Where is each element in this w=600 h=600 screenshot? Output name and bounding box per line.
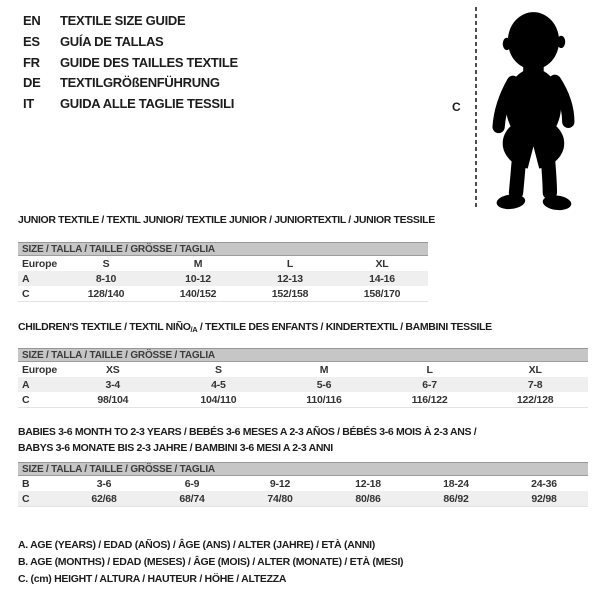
row-label: Europe bbox=[22, 363, 57, 376]
table-cell: 116/122 bbox=[411, 393, 448, 406]
height-measure-label: C bbox=[452, 100, 461, 114]
table-cell: 158/170 bbox=[363, 287, 401, 300]
table-cell: 80/86 bbox=[355, 492, 381, 505]
table-cell: S bbox=[102, 257, 110, 270]
table-cell: 122/128 bbox=[516, 393, 554, 406]
language-row: ES GUÍA DE TALLAS bbox=[23, 32, 238, 53]
language-code: ES bbox=[23, 33, 40, 49]
babies-title-line2: BABYS 3-6 MONATE BIS 2-3 JAHRE / BAMBINI… bbox=[18, 442, 333, 455]
language-list: EN TEXTILE SIZE GUIDE ES GUÍA DE TALLAS … bbox=[23, 11, 238, 115]
language-row: EN TEXTILE SIZE GUIDE bbox=[23, 11, 238, 32]
language-row: DE TEXTILGRÖßENFÜHRUNG bbox=[23, 73, 238, 94]
row-label: A bbox=[22, 272, 30, 285]
table-cell: 98/104 bbox=[97, 393, 129, 406]
language-code: FR bbox=[23, 54, 40, 70]
table-cell: 74/80 bbox=[267, 492, 293, 505]
table-cell: 104/110 bbox=[200, 393, 237, 406]
table-row: Europe XS S M L XL bbox=[18, 362, 588, 377]
table-cell: 7-8 bbox=[527, 378, 543, 391]
table-cell: L bbox=[286, 257, 294, 270]
language-code: EN bbox=[23, 13, 41, 28]
table-cell: 3-6 bbox=[96, 477, 112, 490]
size-header-bar: SIZE / TALLA / TAILLE / GRÖSSE / TAGLIA bbox=[18, 462, 588, 476]
size-header-bar: SIZE / TALLA / TAILLE / GRÖSSE / TAGLIA bbox=[18, 348, 588, 362]
babies-title-line1: BABIES 3-6 MONTH TO 2-3 YEARS / BEBÉS 3-… bbox=[18, 426, 477, 438]
table-cell: M bbox=[193, 257, 203, 270]
language-code: IT bbox=[23, 96, 34, 112]
table-cell: XL bbox=[375, 257, 389, 270]
language-row: IT GUIDA ALLE TAGLIE TESSILI bbox=[23, 94, 238, 115]
table-row: C 128/140 140/152 152/158 158/170 bbox=[18, 286, 428, 301]
language-label: TEXTILGRÖßENFÜHRUNG bbox=[60, 75, 220, 91]
table-cell: 12-18 bbox=[355, 477, 381, 490]
table-cell: 152/158 bbox=[271, 287, 309, 300]
language-label: TEXTILE SIZE GUIDE bbox=[60, 13, 186, 28]
language-row: FR GUIDE DES TAILLES TEXTILE bbox=[23, 53, 238, 74]
table-row: A 3-4 4-5 5-6 6-7 7-8 bbox=[18, 377, 588, 392]
table-cell: 4-5 bbox=[211, 378, 226, 391]
table-cell: 18-24 bbox=[443, 477, 469, 490]
table-cell: S bbox=[214, 363, 222, 376]
size-header-bar: SIZE / TALLA / TAILLE / GRÖSSE / TAGLIA bbox=[18, 242, 428, 256]
table-row: A 8-10 10-12 12-13 14-16 bbox=[18, 271, 428, 286]
table-cell: 128/140 bbox=[87, 287, 125, 300]
row-label: Europe bbox=[22, 257, 57, 270]
table-cell: 3-4 bbox=[105, 378, 121, 391]
table-row: Europe S M L XL bbox=[18, 256, 428, 271]
table-row: B 3-6 6-9 9-12 12-18 18-24 24-36 bbox=[18, 476, 588, 491]
table-row: C 62/68 68/74 74/80 80/86 86/92 92/98 bbox=[18, 491, 588, 506]
table-cell: 6-7 bbox=[422, 378, 437, 391]
height-measure-dashed-line bbox=[475, 7, 477, 210]
junior-size-table: SIZE / TALLA / TAILLE / GRÖSSE / TAGLIA … bbox=[18, 242, 428, 302]
row-label: C bbox=[22, 492, 30, 505]
title-part: CHILDREN'S TEXTILE / TEXTIL NIÑO bbox=[18, 321, 191, 333]
footnote-b: B. AGE (MONTHS) / EDAD (MESES) / ÂGE (MO… bbox=[18, 556, 404, 569]
babies-size-table: SIZE / TALLA / TAILLE / GRÖSSE / TAGLIA … bbox=[18, 462, 588, 507]
title-subscript: /A bbox=[190, 325, 198, 334]
row-label: A bbox=[22, 378, 30, 391]
table-cell: 24-36 bbox=[531, 477, 557, 490]
table-cell: 68/74 bbox=[179, 492, 205, 505]
children-table-title: CHILDREN'S TEXTILE / TEXTIL NIÑO/A / TEX… bbox=[18, 321, 492, 334]
table-cell: 10-12 bbox=[185, 272, 211, 285]
table-cell: 86/92 bbox=[443, 492, 469, 505]
title-part: / TEXTILE DES ENFANTS / KINDERTEXTIL / B… bbox=[197, 321, 492, 333]
footnote-list: A. AGE (YEARS) / EDAD (AÑOS) / ÂGE (ANS)… bbox=[18, 537, 404, 589]
table-cell: 110/116 bbox=[306, 393, 342, 406]
footnote-c: C. (cm) HEIGHT / ALTURA / HAUTEUR / HÖHE… bbox=[18, 573, 287, 586]
table-cell: XL bbox=[528, 363, 542, 376]
table-cell: 9-12 bbox=[269, 477, 291, 490]
table-cell: 6-9 bbox=[184, 477, 200, 490]
table-cell: 8-10 bbox=[95, 272, 117, 285]
table-cell: 14-16 bbox=[369, 272, 395, 285]
language-label: GUIDA ALLE TAGLIE TESSILI bbox=[60, 96, 235, 112]
table-cell: M bbox=[319, 363, 329, 376]
children-size-table: SIZE / TALLA / TAILLE / GRÖSSE / TAGLIA … bbox=[18, 348, 588, 408]
footnote-a: A. AGE (YEARS) / EDAD (AÑOS) / ÂGE (ANS)… bbox=[18, 539, 375, 551]
table-cell: 5-6 bbox=[316, 378, 332, 391]
row-label: C bbox=[22, 393, 30, 406]
junior-table-title: JUNIOR TEXTILE / TEXTIL JUNIOR/ TEXTILE … bbox=[18, 214, 435, 226]
table-cell: 140/152 bbox=[179, 287, 217, 300]
table-cell: 12-13 bbox=[277, 272, 303, 285]
baby-silhouette bbox=[492, 12, 575, 211]
row-label: B bbox=[22, 477, 30, 490]
table-cell: 62/68 bbox=[91, 492, 117, 505]
table-cell: XS bbox=[105, 363, 120, 376]
language-code: DE bbox=[23, 75, 41, 91]
table-cell: 92/98 bbox=[531, 492, 557, 505]
language-label: GUÍA DE TALLAS bbox=[60, 33, 164, 49]
babies-table-title: BABIES 3-6 MONTH TO 2-3 YEARS / BEBÉS 3-… bbox=[18, 424, 477, 456]
table-cell: L bbox=[426, 363, 433, 376]
table-row: C 98/104 104/110 110/116 116/122 122/128 bbox=[18, 392, 588, 407]
language-label: GUIDE DES TAILLES TEXTILE bbox=[60, 54, 238, 70]
row-label: C bbox=[22, 287, 30, 300]
